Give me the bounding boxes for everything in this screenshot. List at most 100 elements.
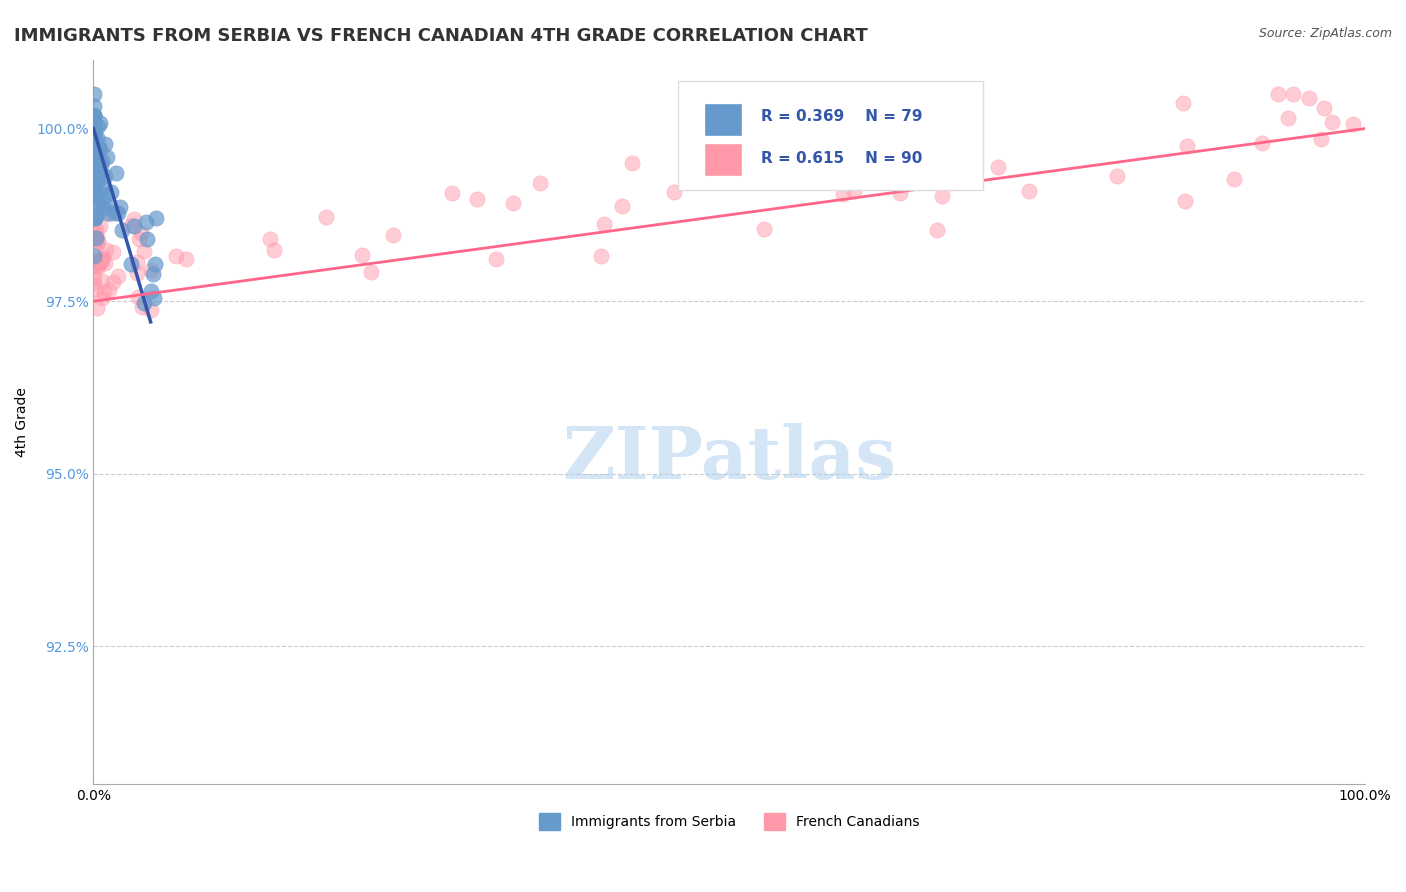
Point [84, 162, 107, 177]
Point [129, 226, 152, 240]
Point [83, 99, 105, 113]
Point [83, 188, 105, 202]
Point [131, 301, 153, 315]
Point [83, 122, 105, 136]
Point [86, 235, 108, 249]
Point [96, 151, 118, 165]
Point [381, 227, 404, 242]
Text: IMMIGRANTS FROM SERBIA VS FRENCH CANADIAN 4TH GRADE CORRELATION CHART: IMMIGRANTS FROM SERBIA VS FRENCH CANADIA… [14, 27, 868, 45]
Point [84, 230, 107, 244]
Point [90, 158, 112, 172]
Point [360, 265, 382, 279]
Point [107, 206, 129, 220]
Point [128, 232, 150, 246]
Point [86, 153, 108, 167]
Point [1277, 111, 1299, 125]
Point [591, 249, 613, 263]
Point [83, 269, 105, 284]
Point [83, 165, 105, 179]
Point [84, 235, 107, 249]
Point [111, 222, 134, 236]
Text: Source: ZipAtlas.com: Source: ZipAtlas.com [1258, 27, 1392, 40]
Point [1320, 114, 1343, 128]
Point [89, 140, 111, 154]
Point [86, 194, 108, 208]
Point [89, 143, 111, 157]
Legend: Immigrants from Serbia, French Canadians: Immigrants from Serbia, French Canadians [533, 807, 925, 836]
Point [135, 214, 157, 228]
Point [84, 230, 107, 244]
Point [94, 243, 117, 257]
Point [98, 207, 121, 221]
Point [818, 121, 841, 136]
FancyBboxPatch shape [678, 81, 983, 190]
Point [83, 156, 105, 170]
Point [1313, 101, 1336, 115]
Point [125, 267, 148, 281]
Point [98, 283, 121, 297]
Point [91, 154, 114, 169]
Point [84, 222, 107, 236]
Point [124, 212, 146, 227]
Point [89, 115, 111, 129]
Point [87, 120, 110, 134]
Point [165, 249, 187, 263]
Point [925, 223, 948, 237]
Point [89, 193, 111, 207]
Point [86, 259, 108, 273]
Point [93, 201, 115, 215]
Bar [703, 143, 742, 176]
Point [97, 206, 120, 220]
Point [127, 290, 149, 304]
Y-axis label: 4th Grade: 4th Grade [15, 387, 30, 457]
Point [136, 232, 159, 246]
Point [83, 156, 105, 170]
Point [83, 169, 105, 184]
Point [87, 260, 110, 275]
Point [83, 172, 105, 186]
Point [94, 169, 117, 183]
Point [83, 126, 105, 140]
Point [83, 177, 105, 191]
Point [91, 291, 114, 305]
Point [83, 145, 105, 160]
Point [83, 109, 105, 123]
Point [752, 222, 775, 236]
Point [142, 291, 165, 305]
Point [96, 187, 118, 202]
Point [1250, 136, 1272, 151]
Point [87, 170, 110, 185]
Point [1309, 132, 1331, 146]
Point [91, 181, 114, 195]
Point [1267, 87, 1289, 102]
Point [832, 187, 855, 202]
Point [89, 219, 111, 234]
Point [83, 253, 105, 268]
Point [834, 166, 856, 180]
Point [485, 252, 508, 266]
Point [465, 192, 488, 206]
Point [83, 151, 105, 165]
Point [86, 301, 108, 315]
Text: R = 0.615    N = 90: R = 0.615 N = 90 [761, 152, 922, 167]
Point [86, 145, 108, 159]
Point [1174, 194, 1197, 208]
Point [139, 284, 162, 298]
Point [610, 199, 633, 213]
Point [83, 175, 105, 189]
Point [908, 119, 931, 133]
Point [83, 126, 105, 140]
Point [83, 108, 105, 122]
Point [93, 256, 115, 270]
Point [176, 252, 198, 267]
Point [120, 257, 142, 271]
Point [134, 296, 156, 310]
Point [141, 268, 163, 282]
Point [84, 211, 107, 225]
Point [502, 196, 524, 211]
Point [104, 206, 127, 220]
Point [1171, 95, 1194, 110]
Bar [703, 103, 742, 136]
Point [1105, 169, 1128, 183]
Point [941, 176, 963, 190]
